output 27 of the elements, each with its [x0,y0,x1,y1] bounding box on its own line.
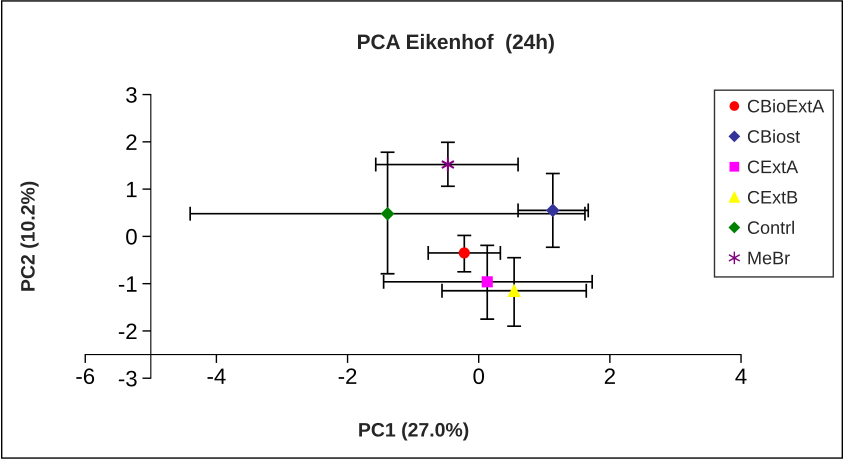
y-tick-label: -2 [118,323,137,339]
legend-label: CBioExtA [748,99,824,113]
legend-label: CExtA [748,160,798,174]
x-tick-label: 0 [473,368,484,384]
chart-title: PCA Eikenhof (24h) [358,34,554,54]
point [380,207,394,220]
x-tick-label: -6 [76,368,94,384]
point [458,247,470,258]
y-axis-title: PC2 (10.2%) [20,182,39,291]
point [508,284,520,298]
legend-label: Contrl [748,220,794,234]
x-tick-label: -2 [338,368,356,384]
x-axis-title: PC1 (27.0%) [359,422,468,441]
point [546,204,560,217]
legend-label: CExtB [748,190,798,204]
legend-label: CBiost [748,130,800,143]
y-tick-label: -3 [118,370,137,386]
point [482,276,493,288]
y-tick-label: -1 [118,276,137,292]
y-tick-label: 3 [126,87,137,103]
legend-label: MeBr [748,252,790,264]
y-tick-label: 2 [126,134,137,150]
x-tick-label: 2 [604,368,615,384]
x-tick-label: -4 [208,368,226,384]
x-tick-label: 4 [735,368,747,384]
y-tick-label: 1 [126,182,137,198]
y-tick-label: 0 [126,228,137,245]
